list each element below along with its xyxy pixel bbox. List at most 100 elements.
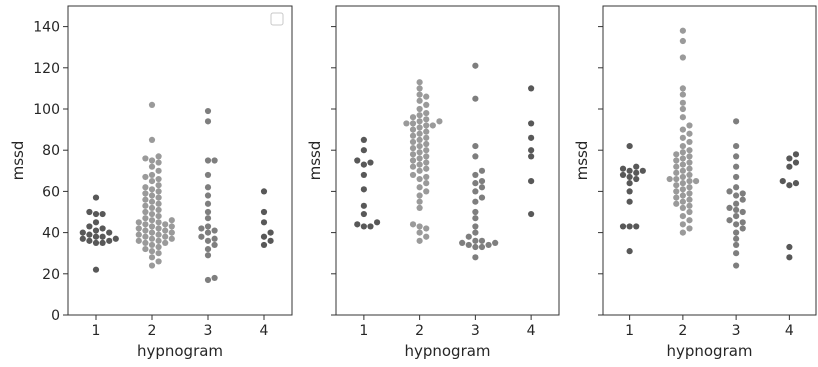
x-tick-label: 1	[92, 323, 101, 339]
data-point	[528, 85, 535, 92]
data-point	[423, 233, 430, 240]
data-point	[792, 151, 800, 158]
data-point	[679, 85, 686, 92]
data-point	[142, 215, 149, 222]
data-point	[679, 204, 686, 211]
data-point	[472, 142, 479, 150]
data-point	[436, 118, 443, 125]
data-point	[148, 186, 156, 193]
data-point	[416, 237, 423, 244]
data-point	[142, 245, 149, 253]
data-point	[148, 136, 156, 143]
data-point	[260, 233, 268, 240]
data-point	[148, 163, 156, 170]
data-point	[528, 134, 535, 141]
data-point	[686, 153, 693, 160]
data-point	[99, 210, 106, 218]
data-point	[409, 221, 417, 228]
data-point	[739, 208, 746, 216]
data-point	[416, 198, 423, 205]
x-tick-label: 3	[732, 323, 741, 339]
data-point	[148, 171, 156, 179]
data-point	[423, 173, 430, 181]
data-point	[155, 159, 162, 166]
data-point	[148, 101, 156, 108]
data-point	[726, 204, 733, 211]
data-point	[472, 171, 479, 179]
data-point	[148, 241, 156, 249]
data-point	[739, 190, 746, 197]
data-point	[86, 223, 93, 230]
data-point	[360, 171, 367, 179]
data-point	[142, 239, 149, 246]
data-point	[204, 107, 212, 115]
data-point	[155, 219, 162, 226]
y-tick-label: 140	[33, 20, 60, 36]
data-point	[666, 175, 673, 183]
data-point	[204, 237, 212, 244]
data-point	[92, 219, 100, 226]
data-point	[148, 178, 156, 185]
data-point	[472, 180, 479, 187]
data-point	[198, 225, 205, 232]
data-point	[92, 266, 100, 273]
data-point	[733, 192, 740, 199]
data-point	[686, 130, 693, 137]
data-point	[142, 155, 149, 162]
data-point	[360, 147, 367, 154]
data-point	[204, 245, 212, 253]
data-point	[423, 93, 430, 100]
data-point	[155, 188, 162, 195]
data-point	[423, 110, 430, 117]
data-point	[528, 178, 535, 185]
data-point	[478, 194, 486, 201]
data-point	[360, 202, 367, 209]
data-point	[168, 229, 175, 236]
data-point	[423, 165, 430, 172]
data-point	[633, 223, 640, 230]
data-point	[673, 194, 680, 201]
x-axis-label: hypnogram	[666, 342, 752, 360]
x-tick-label: 4	[785, 323, 794, 339]
data-point	[679, 149, 686, 156]
data-point	[626, 223, 633, 230]
data-point	[423, 122, 430, 129]
data-point	[673, 157, 680, 164]
data-point	[416, 79, 423, 86]
data-point	[204, 208, 212, 216]
data-point	[416, 105, 423, 113]
data-point	[92, 233, 100, 240]
data-point	[148, 157, 156, 164]
data-point	[472, 215, 479, 222]
data-point	[367, 159, 374, 166]
data-point	[409, 145, 417, 152]
data-point	[416, 184, 423, 191]
data-point	[679, 155, 686, 162]
data-point	[673, 151, 680, 158]
data-point	[416, 175, 423, 183]
data-point	[626, 173, 633, 181]
data-point	[155, 231, 162, 238]
data-point	[360, 136, 367, 143]
data-point	[86, 237, 93, 244]
data-point	[633, 169, 640, 176]
data-point	[204, 118, 212, 125]
data-point	[686, 165, 693, 172]
data-point	[679, 37, 686, 45]
data-point	[786, 163, 793, 170]
data-point	[267, 229, 274, 236]
data-point	[168, 223, 175, 230]
data-point	[472, 198, 479, 205]
data-point	[135, 225, 142, 232]
data-point	[423, 101, 430, 108]
y-axis-label: mssd	[306, 141, 324, 181]
y-axis-label: mssd	[9, 141, 27, 181]
data-point	[679, 27, 686, 34]
data-point	[679, 167, 686, 174]
data-point	[626, 167, 633, 174]
data-point	[92, 210, 100, 218]
data-point	[92, 239, 100, 246]
data-point	[373, 219, 381, 226]
data-point	[155, 167, 162, 174]
data-point	[423, 140, 430, 148]
